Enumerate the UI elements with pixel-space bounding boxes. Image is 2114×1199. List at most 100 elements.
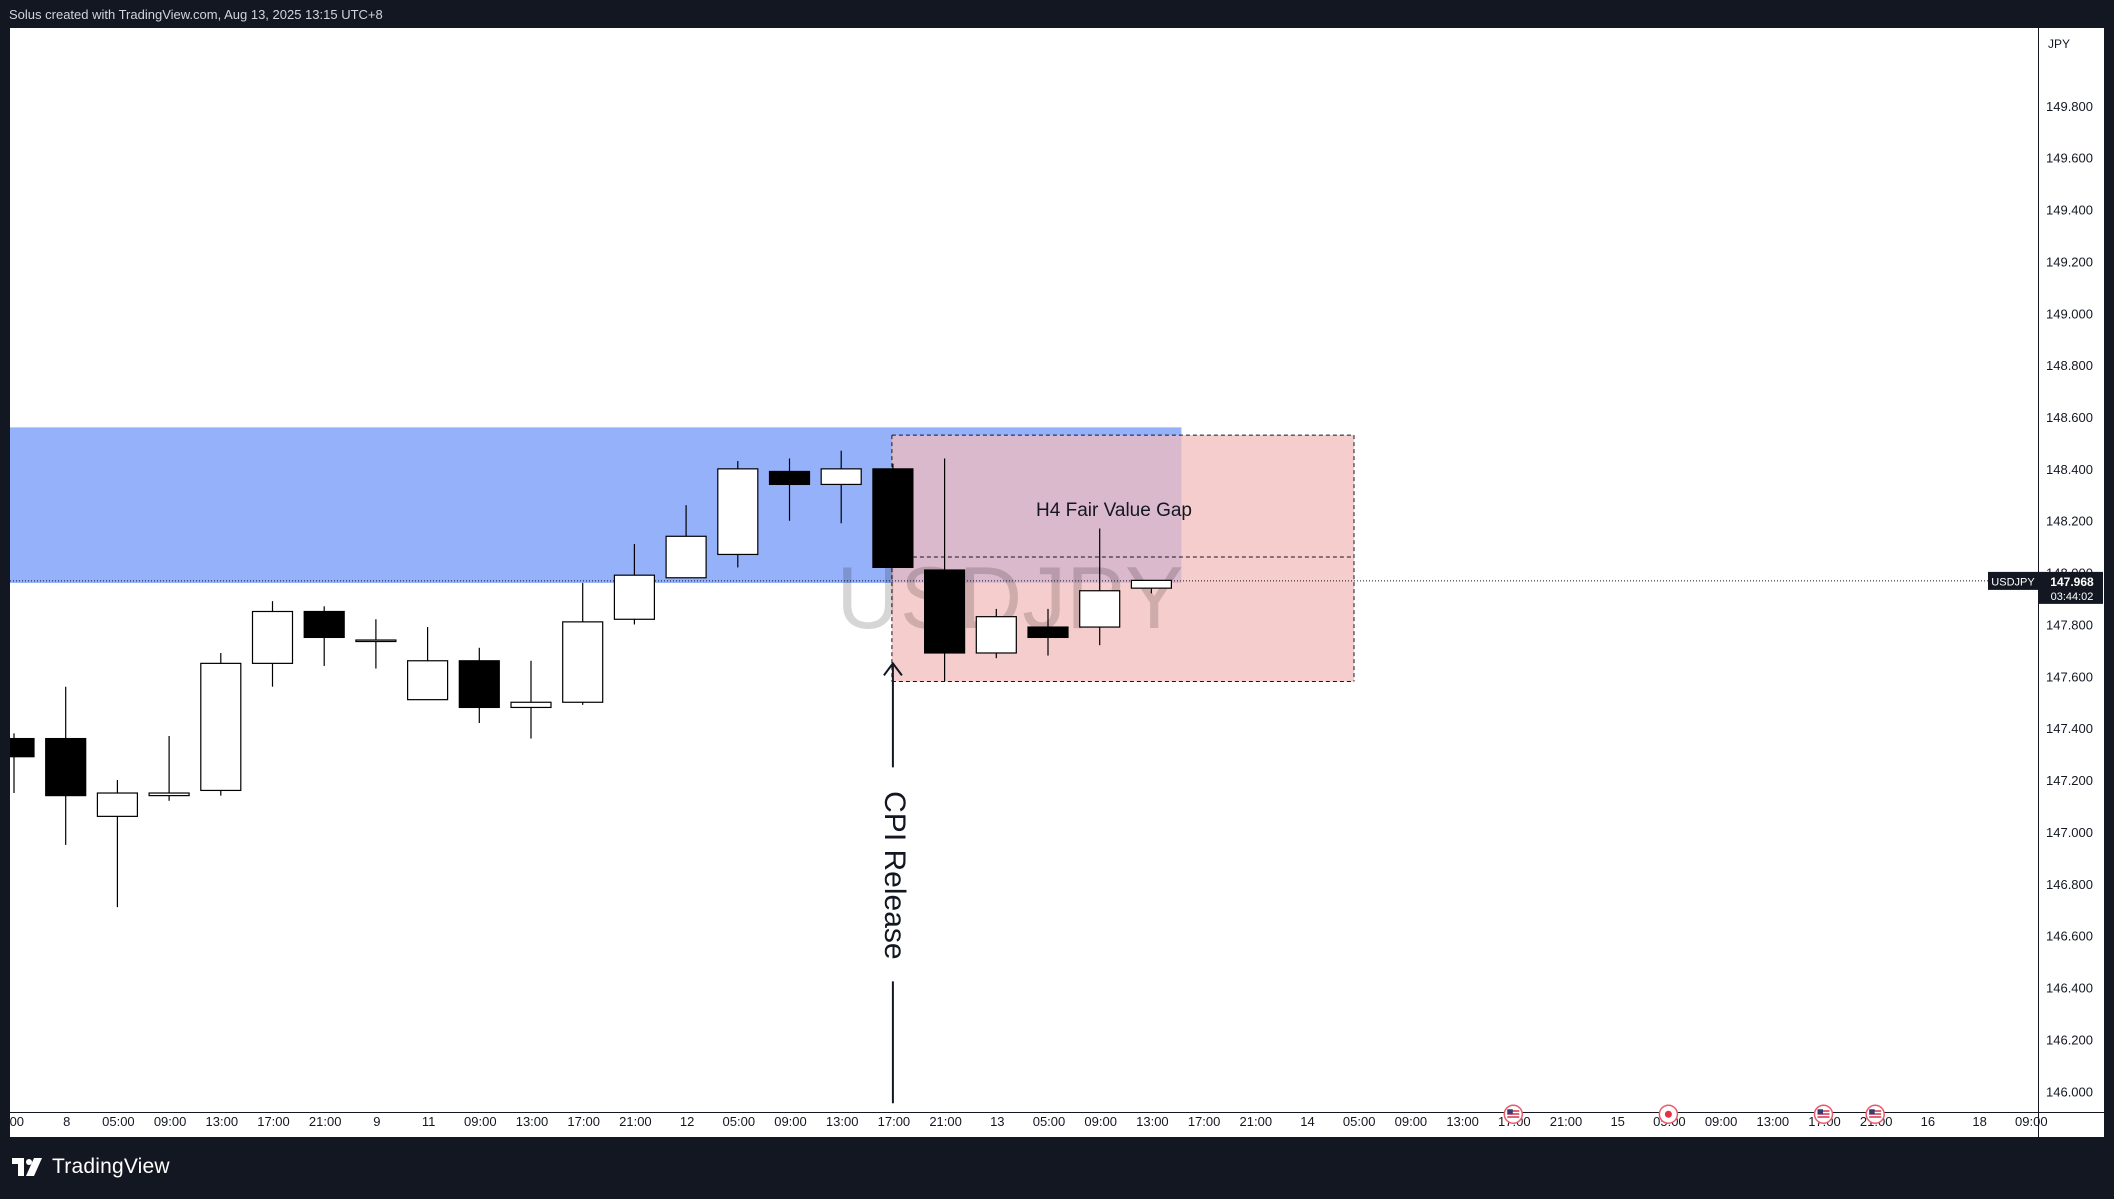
candle[interactable] [1130,579,1173,594]
time-tick-label: 18 [1972,1114,1986,1129]
candle-body-bearish [923,569,966,654]
time-tick-label: 8 [63,1114,70,1129]
candle-body-bearish [10,737,35,758]
candle[interactable] [1079,528,1121,646]
candle[interactable] [820,450,862,524]
candle[interactable] [665,505,707,579]
candle[interactable] [717,461,759,568]
us-flag-icon[interactable] [1503,1104,1524,1125]
candle[interactable] [251,601,294,687]
candle-body-bullish [96,792,139,817]
candle-body-bullish [613,574,656,620]
time-axis[interactable]: :00 8 05:00 09:00 13:00 17:00 21:00 9 11 09:00 13:… [10,1112,2104,1137]
flag-stripe [1507,1116,1520,1118]
top-bar: Solus created with TradingView.com, Aug … [0,0,2114,28]
candle[interactable] [10,733,35,794]
time-tick-label: :00 [10,1114,24,1129]
time-tick-label: 09:00 [1395,1114,1428,1129]
time-tick-label: 05:00 [1343,1114,1376,1129]
candle[interactable] [458,647,500,724]
red-dot-icon[interactable] [1658,1104,1679,1125]
time-tick-label: 9 [373,1114,380,1129]
candle-body-bullish [717,468,759,556]
candle[interactable] [96,780,139,908]
cpi-arrow-head [883,661,903,676]
price-tick-label: 147.600 [2046,669,2093,684]
time-tick-label: 13:00 [516,1114,549,1129]
time-tick-label: 17:00 [257,1114,290,1129]
price-tick-label: 149.400 [2046,203,2093,218]
flag-canton [1507,1109,1513,1115]
candle[interactable] [200,652,242,796]
time-tick-label: 12 [680,1114,694,1129]
candle-body-bullish [1130,579,1173,589]
candle[interactable] [1027,608,1069,656]
flag-stripe [1507,1113,1520,1115]
time-tick-label: 09:00 [154,1114,187,1129]
price-tick-label: 148.400 [2046,462,2093,477]
candle[interactable] [303,606,345,666]
tradingview-logo-icon [12,1158,42,1176]
chart-canvas[interactable]: USDJPY H4 Fair Value Gap CPI Release JPY 1… [10,28,2104,1137]
candle[interactable] [355,619,397,669]
price-tick-label: 147.200 [2046,773,2093,788]
flag-stripe [1507,1110,1520,1112]
chart-frame[interactable]: USDJPY H4 Fair Value Gap CPI Release JPY 1… [10,28,2104,1137]
us-flag-icon[interactable] [1813,1104,1834,1125]
time-tick-label: 09:00 [2015,1114,2048,1129]
candle[interactable] [510,660,552,739]
candle[interactable] [148,735,190,801]
candle[interactable] [923,458,966,682]
time-tick-label: 09:00 [1705,1114,1738,1129]
price-tick-label: 147.000 [2046,825,2093,840]
candle-body-bullish [510,701,552,709]
candle[interactable] [975,608,1017,659]
price-tick-label: 146.000 [2046,1084,2093,1099]
us-flag-icon[interactable] [1865,1104,1885,1125]
candle[interactable] [768,458,811,521]
candle-body-bullish [407,660,449,701]
flag-stripe [1817,1113,1830,1115]
candle[interactable] [613,544,656,625]
price-value-badge [2039,571,2103,604]
candle-body-bearish [45,737,87,797]
candle-body-bullish [665,535,707,579]
candles-layer[interactable] [10,450,1173,908]
flag-stripe [1869,1116,1882,1118]
candle-body-bullish [148,792,190,797]
price-tick-label: 146.800 [2046,877,2093,892]
events-layer[interactable] [1503,1104,1885,1125]
tradingview-logo-text: TradingView [52,1155,170,1178]
candle-body-bullish [975,616,1017,654]
price-tick-label: 148.200 [2046,514,2093,529]
time-tick-label: 11 [422,1114,436,1129]
time-tick-label: 17:00 [1188,1114,1221,1129]
candle-body-bullish [1079,590,1121,628]
candle[interactable] [407,627,449,701]
flag-canton [1817,1109,1823,1115]
candle-body-bullish [355,639,397,643]
time-tick-label: 14 [1300,1114,1314,1129]
time-tick-label: 09:00 [774,1114,807,1129]
time-tick-label: 05:00 [102,1114,135,1129]
time-tick-label: 17:00 [878,1114,911,1129]
price-tick-label: 149.600 [2046,151,2093,166]
price-symbol-text: USDJPY [1991,576,2035,588]
tradingview-logo[interactable]: TradingView [12,1155,170,1179]
attribution-text: Solus created with TradingView.com, Aug … [9,7,383,22]
time-tick-label: 09:00 [464,1114,497,1129]
candle-body-bearish [872,468,914,569]
candle[interactable] [872,463,914,569]
price-axis[interactable]: JPY 149.800 149.600 149.400 149.200 149.000 14… [1988,28,2104,1137]
price-tick-label: 146.600 [2046,929,2093,944]
time-tick-label: 13:00 [1446,1114,1479,1129]
time-tick-label: 09:00 [1084,1114,1117,1129]
flag-canton [1869,1109,1875,1115]
event-dot [1664,1110,1672,1118]
annotations-layer: H4 Fair Value Gap CPI Release [878,500,1192,1104]
time-tick-label: 13 [990,1114,1004,1129]
candle[interactable] [45,686,87,845]
time-tick-label: 05:00 [1033,1114,1066,1129]
candle[interactable] [562,582,604,705]
price-symbol-badge [1988,571,2038,590]
